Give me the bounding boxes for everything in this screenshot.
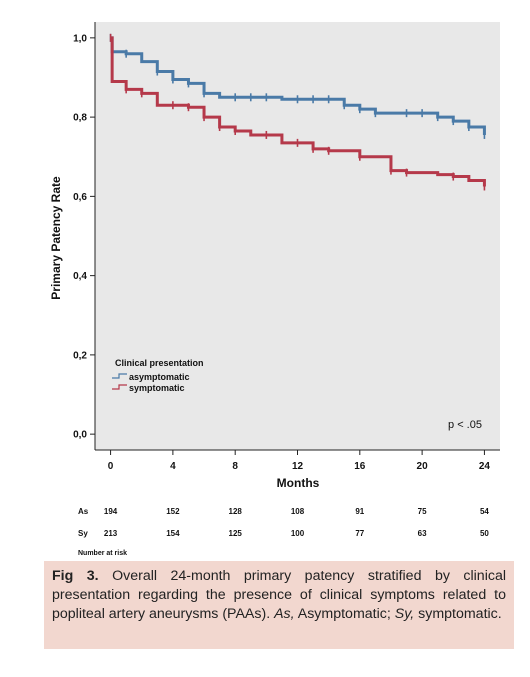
risk-table: As 194 152 128 108 91 75 54 Sy 213 154 125 100 77 63 50… [78, 507, 489, 557]
legend: Clinical presentation asymptomaticsymptom… [112, 358, 204, 393]
plot-area [95, 22, 500, 450]
y-axis-title: Primary Patency Rate [49, 176, 63, 300]
risk-value: 213 [104, 529, 118, 538]
caption-text: Overall 24-month primary patency stratif… [52, 568, 506, 622]
y-tick-label: 0,2 [73, 350, 87, 361]
caption-as-abbrev: As, [274, 606, 295, 622]
risk-row-label: As [78, 507, 89, 516]
risk-table-title: Number at risk [78, 550, 127, 557]
x-tick-label: 16 [354, 461, 366, 472]
y-tick-label: 0,0 [73, 430, 87, 441]
risk-value: 152 [166, 507, 180, 516]
x-tick-label: 4 [170, 461, 176, 472]
y-tick-label: 1,0 [73, 33, 87, 44]
risk-value: 91 [355, 507, 364, 516]
legend-title: Clinical presentation [115, 358, 204, 368]
y-tick-label: 0,6 [73, 192, 87, 203]
x-tick-label: 20 [417, 461, 429, 472]
risk-value: 77 [355, 529, 364, 538]
figure-caption: Fig 3. Overall 24-month primary patency … [44, 561, 514, 649]
caption-label: Fig 3. [52, 568, 99, 584]
legend-swatch-symptomatic [112, 384, 127, 390]
caption-sy-text: symptomatic. [414, 606, 502, 622]
risk-value: 125 [229, 529, 243, 538]
legend-label-asymptomatic: asymptomatic [129, 372, 190, 382]
risk-value: 100 [291, 529, 305, 538]
risk-value: 194 [104, 507, 118, 516]
series-line-symptomatic [110, 36, 486, 187]
x-axis-title: Months [277, 476, 320, 490]
risk-value: 128 [229, 507, 243, 516]
caption-sy-abbrev: Sy, [394, 606, 415, 622]
legend-swatch-asymptomatic [112, 373, 127, 379]
p-value-annotation: p < .05 [448, 419, 482, 431]
y-tick-label: 0,4 [73, 271, 87, 282]
risk-value: 108 [291, 507, 305, 516]
axes: 0,0 0,2 0,4 0,6 0,8 1,0 0 4 8 12 16 20 24 [73, 22, 500, 472]
x-tick-label: 8 [232, 461, 238, 472]
legend-label-symptomatic: symptomatic [129, 383, 185, 393]
x-tick-label: 12 [292, 461, 304, 472]
risk-row-label: Sy [78, 529, 88, 538]
y-tick-label: 0,8 [73, 113, 87, 124]
x-tick-label: 0 [108, 461, 114, 472]
risk-value: 63 [418, 529, 427, 538]
caption-as-text: Asymptomatic; [294, 606, 395, 622]
risk-value: 50 [480, 529, 489, 538]
x-tick-label: 24 [479, 461, 491, 472]
risk-value: 75 [418, 507, 427, 516]
series-layer [109, 33, 486, 191]
kaplan-meier-chart: 0,0 0,2 0,4 0,6 0,8 1,0 0 4 8 12 16 20 24 Clinical p… [49, 22, 500, 557]
risk-value: 154 [166, 529, 180, 538]
risk-value: 54 [480, 507, 489, 516]
